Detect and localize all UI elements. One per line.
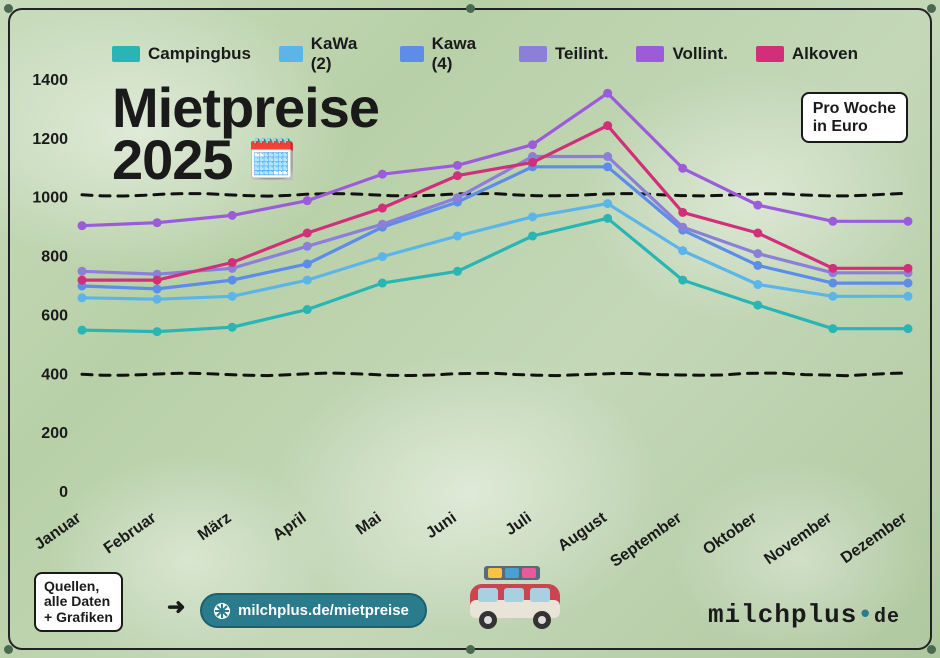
svg-text:1200: 1200	[32, 131, 68, 148]
legend-item-campingbus: Campingbus	[112, 44, 251, 64]
svg-text:März: März	[195, 509, 235, 544]
svg-text:Juni: Juni	[423, 509, 460, 542]
svg-text:1400: 1400	[32, 72, 68, 89]
frame-dot	[4, 4, 13, 13]
legend-label: Alkoven	[792, 44, 858, 64]
source-link-text: milchplus.de/mietpreise	[238, 602, 409, 619]
svg-text:Februar: Februar	[101, 509, 160, 557]
svg-text:400: 400	[41, 366, 68, 383]
content-area: CampingbusKaWa (2)Kawa (4)Teilint.Vollin…	[22, 22, 918, 636]
legend-swatch	[636, 46, 664, 62]
line-chart: 0 200 400 600 800 1000 1200 1400 Januar Februar Mä…	[22, 62, 918, 582]
svg-text:Juli: Juli	[503, 509, 535, 539]
frame-dot	[4, 645, 13, 654]
svg-text:November: November	[761, 509, 835, 568]
camper-van-icon	[462, 564, 572, 634]
svg-text:Dezember: Dezember	[838, 509, 910, 567]
svg-text:800: 800	[41, 249, 68, 266]
legend-swatch	[112, 46, 140, 62]
svg-text:Januar: Januar	[32, 509, 85, 553]
frame-dot	[927, 645, 936, 654]
brand-dot: •	[857, 600, 874, 630]
svg-text:200: 200	[41, 425, 68, 442]
badge-quellen: Quellen, alle Daten + Grafiken	[34, 572, 123, 632]
legend-label: Teilint.	[555, 44, 609, 64]
source-link-pill[interactable]: milchplus.de/mietpreise	[200, 593, 427, 628]
svg-text:Oktober: Oktober	[700, 509, 760, 558]
svg-text:August: August	[555, 509, 610, 555]
legend-swatch	[400, 46, 424, 62]
frame-dot	[466, 645, 475, 654]
legend-item-teilint: Teilint.	[519, 44, 609, 64]
legend-swatch	[519, 46, 547, 62]
brand-main: milchplus	[708, 600, 857, 630]
svg-text:600: 600	[41, 307, 68, 324]
svg-text:September: September	[608, 509, 685, 570]
brand-suffix: de	[874, 606, 900, 629]
arrow-icon: ➜	[167, 594, 185, 620]
brand-logo: milchplus•de	[708, 600, 900, 630]
asterisk-icon	[214, 603, 230, 619]
legend-swatch	[279, 46, 303, 62]
svg-text:April: April	[270, 509, 310, 544]
frame-dot	[927, 4, 936, 13]
legend-label: Vollint.	[672, 44, 727, 64]
legend-label: Campingbus	[148, 44, 251, 64]
legend-swatch	[756, 46, 784, 62]
svg-text:Mai: Mai	[353, 509, 385, 538]
legend-item-vollint: Vollint.	[636, 44, 727, 64]
frame-dot	[466, 4, 475, 13]
svg-text:0: 0	[59, 484, 68, 501]
svg-text:1000: 1000	[32, 190, 68, 207]
legend-item-alkoven: Alkoven	[756, 44, 858, 64]
